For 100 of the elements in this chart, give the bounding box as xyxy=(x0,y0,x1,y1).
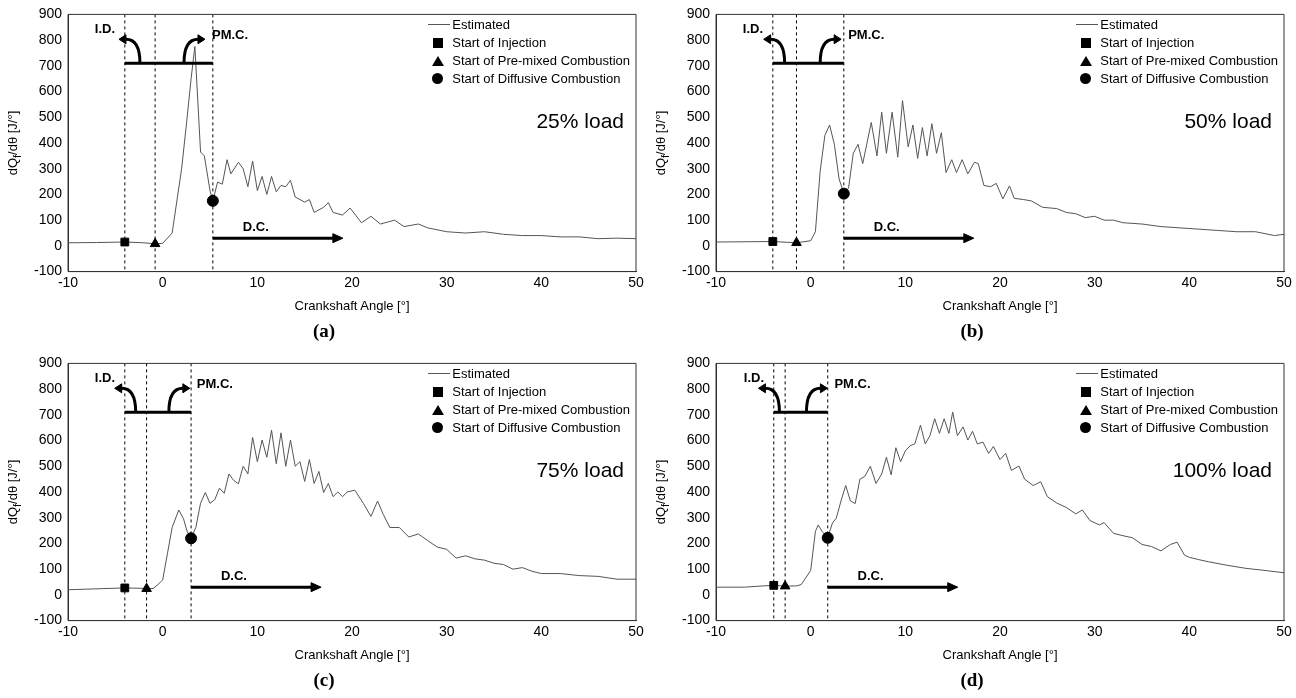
x-tick-label: 50 xyxy=(1276,622,1292,639)
legend-label: Start of Diffusive Combustion xyxy=(1100,70,1269,89)
y-tick-label: 900 xyxy=(38,354,63,371)
legend-label: Start of Injection xyxy=(1100,383,1195,402)
x-tick-label: 0 xyxy=(806,273,815,290)
x-tick-label: 20 xyxy=(344,622,361,639)
y-tick-label: 500 xyxy=(686,108,711,125)
y-tick-label: -100 xyxy=(681,611,711,628)
x-tick-label: 10 xyxy=(897,273,914,290)
y-tick-label: 900 xyxy=(38,5,63,22)
legend-label: Estimated xyxy=(1100,365,1159,384)
annotation: 25% load xyxy=(536,109,624,133)
legend-label: Start of Pre-mixed Combustion xyxy=(1100,52,1278,71)
point xyxy=(120,237,130,247)
point xyxy=(837,187,850,200)
y-tick-label: 700 xyxy=(38,405,63,422)
y-tick-label: 400 xyxy=(38,482,63,499)
y-tick-label: 600 xyxy=(686,82,711,99)
point xyxy=(206,194,219,207)
legend-label: Start of Injection xyxy=(452,34,547,53)
x-tick-label: 0 xyxy=(806,622,815,639)
y-tick-label: 0 xyxy=(702,236,711,253)
y-tick-label: 300 xyxy=(38,159,63,176)
x-tick-label: 20 xyxy=(992,622,1009,639)
x-tick-label: 40 xyxy=(1181,273,1198,290)
annotation: I.D. xyxy=(94,369,116,385)
y-tick-label: 700 xyxy=(38,56,63,73)
y-tick-label: 700 xyxy=(686,405,711,422)
y-tick-label: 300 xyxy=(38,508,63,525)
y-tick-label: 100 xyxy=(686,560,711,577)
legend-label: Estimated xyxy=(1100,16,1159,35)
point xyxy=(768,237,778,246)
x-tick-label: 10 xyxy=(249,273,266,290)
y-tick-label: -100 xyxy=(681,262,711,279)
y-tick-label: 800 xyxy=(38,379,63,396)
x-tick-label: 0 xyxy=(158,273,167,290)
y-tick-label: 900 xyxy=(686,354,711,371)
text: (c) xyxy=(312,669,336,691)
x-axis-title: Crankshaft Angle [°] xyxy=(942,297,1058,313)
y-tick-label: 200 xyxy=(686,185,711,202)
annotation: D.C. xyxy=(857,567,884,583)
legend-label: Estimated xyxy=(452,365,511,384)
y-tick-label: 0 xyxy=(54,236,63,253)
point xyxy=(149,237,161,248)
x-tick-label: 20 xyxy=(344,273,361,290)
x-tick-label: 30 xyxy=(1086,622,1103,639)
point xyxy=(769,580,779,590)
point xyxy=(791,236,802,247)
y-tick-label: 700 xyxy=(686,56,711,73)
y-tick-label: 300 xyxy=(686,508,711,525)
y-tick-label: 400 xyxy=(686,482,711,499)
annotation: 75% load xyxy=(536,458,624,482)
annotation: 50% load xyxy=(1184,109,1272,133)
legend-label: Start of Pre-mixed Combustion xyxy=(1100,401,1278,420)
annotation: I.D. xyxy=(742,20,764,36)
y-tick-label: 100 xyxy=(38,560,63,577)
x-axis-title: Crankshaft Angle [°] xyxy=(942,646,1058,662)
y-tick-label: 500 xyxy=(38,457,63,474)
annotation: D.C. xyxy=(873,218,900,234)
y-tick-label: 800 xyxy=(38,30,63,47)
annotation: D.C. xyxy=(242,218,269,234)
x-axis-title: Crankshaft Angle [°] xyxy=(294,297,410,313)
y-tick-label: 200 xyxy=(38,185,63,202)
annotation: PM.C. xyxy=(211,26,249,42)
y-tick-label: 400 xyxy=(686,133,711,150)
x-tick-label: 30 xyxy=(438,273,455,290)
y-tick-label: 800 xyxy=(686,30,711,47)
x-tick-label: 0 xyxy=(158,622,167,639)
y-tick-label: 500 xyxy=(38,108,63,125)
y-tick-label: 0 xyxy=(702,585,711,602)
annotation: 100% load xyxy=(1172,458,1272,482)
x-tick-label: 10 xyxy=(897,622,914,639)
legend-label: Start of Diffusive Combustion xyxy=(1100,419,1269,438)
annotation: I.D. xyxy=(743,369,764,385)
y-tick-label: 500 xyxy=(686,457,711,474)
y-tick-label: 900 xyxy=(686,5,711,22)
annotation: PM.C. xyxy=(848,26,885,42)
annotation: PM.C. xyxy=(834,375,871,391)
annotation: PM.C. xyxy=(196,375,233,391)
y-tick-label: 600 xyxy=(38,431,63,448)
y-tick-label: 0 xyxy=(54,585,63,602)
point xyxy=(779,580,791,590)
x-tick-label: 50 xyxy=(628,273,644,290)
legend-label: Estimated xyxy=(452,16,511,35)
legend-label: Start of Injection xyxy=(452,383,547,402)
text: (a) xyxy=(311,320,337,342)
x-axis-title: Crankshaft Angle [°] xyxy=(294,646,410,662)
x-tick-label: 40 xyxy=(533,622,550,639)
y-tick-label: 100 xyxy=(38,211,63,228)
legend-label: Start of Pre-mixed Combustion xyxy=(452,52,630,71)
text: (b) xyxy=(959,320,985,342)
point xyxy=(821,531,834,544)
x-tick-label: 10 xyxy=(249,622,266,639)
y-tick-label: 300 xyxy=(686,159,711,176)
y-tick-label: 800 xyxy=(686,379,711,396)
x-tick-label: 50 xyxy=(628,622,644,639)
annotation: I.D. xyxy=(94,20,116,36)
annotation: D.C. xyxy=(220,567,247,583)
y-tick-label: 400 xyxy=(38,133,63,150)
y-tick-label: -100 xyxy=(33,611,63,628)
